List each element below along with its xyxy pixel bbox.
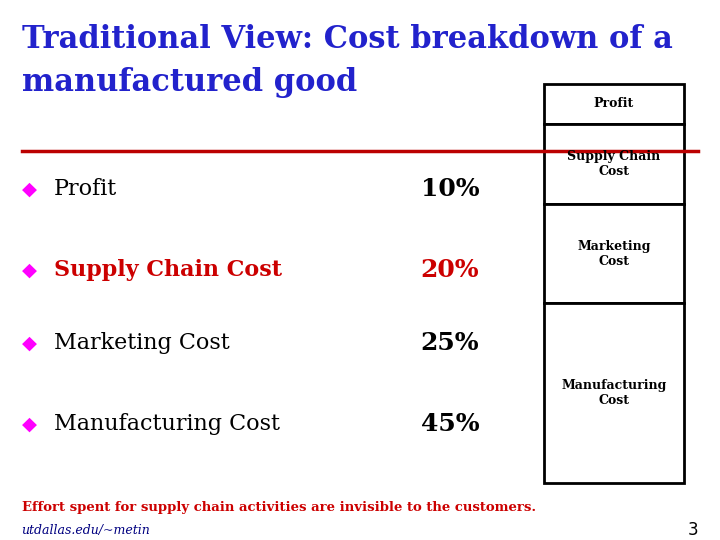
Text: Manufacturing
Cost: Manufacturing Cost <box>561 380 667 407</box>
Text: Marketing Cost: Marketing Cost <box>54 332 230 354</box>
Bar <box>544 124 684 204</box>
Text: 20%: 20% <box>420 258 480 282</box>
Text: 10%: 10% <box>420 177 480 201</box>
Bar <box>544 204 684 303</box>
Text: Supply Chain
Cost: Supply Chain Cost <box>567 150 660 178</box>
Text: Effort spent for supply chain activities are invisible to the customers.: Effort spent for supply chain activities… <box>22 501 536 514</box>
Text: Supply Chain Cost: Supply Chain Cost <box>54 259 282 281</box>
Text: Profit: Profit <box>594 97 634 110</box>
Text: ◆: ◆ <box>22 414 37 434</box>
Text: ◆: ◆ <box>22 260 37 280</box>
Text: utdallas.edu/~metin: utdallas.edu/~metin <box>22 524 150 537</box>
Text: Traditional View: Cost breakdown of a: Traditional View: Cost breakdown of a <box>22 24 672 55</box>
Text: 3: 3 <box>688 521 698 539</box>
Bar <box>544 84 684 124</box>
Text: Manufacturing Cost: Manufacturing Cost <box>54 413 280 435</box>
Text: Marketing
Cost: Marketing Cost <box>577 240 651 267</box>
Text: manufactured good: manufactured good <box>22 68 357 98</box>
Text: ◆: ◆ <box>22 179 37 199</box>
Text: Profit: Profit <box>54 178 117 200</box>
Text: ◆: ◆ <box>22 333 37 353</box>
Text: 45%: 45% <box>420 412 480 436</box>
Bar <box>544 303 684 483</box>
Text: 25%: 25% <box>420 331 480 355</box>
